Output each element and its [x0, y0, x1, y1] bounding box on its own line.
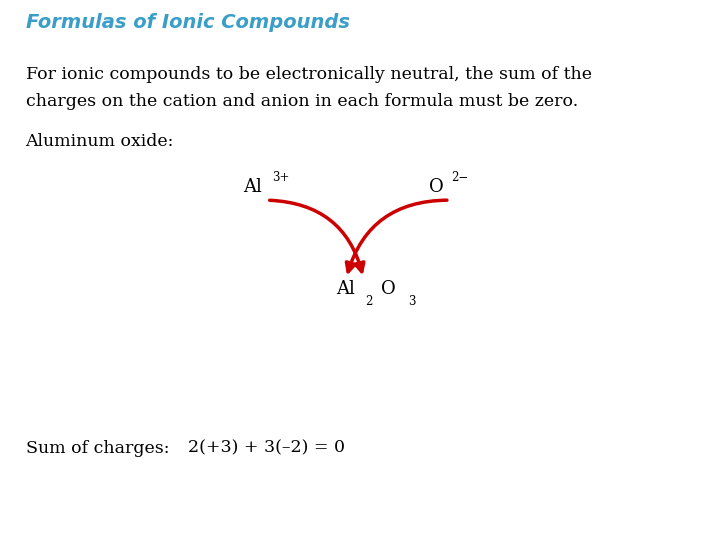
FancyArrowPatch shape [270, 200, 364, 272]
FancyArrowPatch shape [346, 200, 447, 272]
Text: O: O [429, 178, 444, 196]
Text: For ionic compounds to be electronically neutral, the sum of the: For ionic compounds to be electronically… [25, 66, 592, 83]
Text: Formulas of Ionic Compounds: Formulas of Ionic Compounds [25, 14, 349, 32]
Text: 3+: 3+ [271, 171, 289, 184]
Text: Al: Al [243, 178, 261, 196]
Text: charges on the cation and anion in each formula must be zero.: charges on the cation and anion in each … [25, 93, 577, 110]
Text: 2(+3) + 3(–2) = 0: 2(+3) + 3(–2) = 0 [188, 440, 345, 457]
Text: 2: 2 [365, 295, 372, 308]
Text: Al: Al [336, 280, 355, 298]
Text: 3: 3 [408, 295, 416, 308]
Text: Aluminum oxide:: Aluminum oxide: [25, 133, 174, 151]
Text: 2−: 2− [451, 171, 468, 184]
Text: Sum of charges:: Sum of charges: [25, 440, 169, 457]
Text: O: O [381, 280, 395, 298]
